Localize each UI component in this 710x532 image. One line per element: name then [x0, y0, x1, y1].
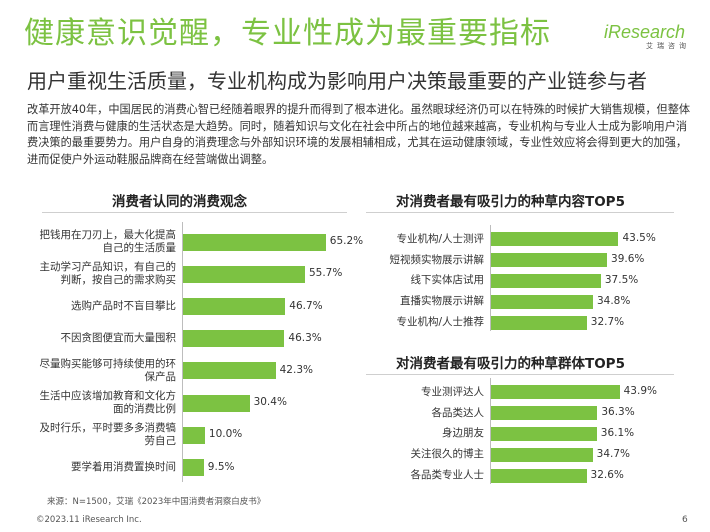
category-label: 把钱用在刀刃上，最大化提高自己的生活质量	[39, 229, 177, 255]
bar	[491, 253, 608, 268]
category-label: 选购产品时不盲目攀比	[71, 299, 176, 312]
category-label: 专业测评达人	[421, 385, 484, 398]
category-label: 及时行乐，平时要多多消费犒劳自己	[39, 422, 177, 448]
category-label: 专业机构/人士测评	[396, 232, 484, 245]
category-label: 各品类达人	[431, 406, 485, 419]
value-label: 36.3%	[601, 406, 635, 419]
bar	[491, 406, 598, 421]
category-label: 直播实物展示讲解	[400, 295, 484, 308]
bar	[183, 265, 305, 283]
chart-title: 对消费者最有吸引力的种草群体TOP5	[396, 356, 625, 372]
category-axis	[490, 378, 491, 484]
bar	[491, 447, 593, 462]
category-label: 不因贪图便宜而大量囤积	[60, 332, 177, 345]
category-label: 线下实体店试用	[410, 274, 485, 287]
bar	[183, 459, 204, 476]
bar	[491, 294, 593, 309]
value-label: 9.5%	[207, 460, 235, 473]
category-label: 关注很久的博主	[410, 448, 485, 461]
copyright: ©2023.11 iResearch Inc.	[36, 515, 142, 525]
bar	[183, 426, 205, 444]
page-title: 健康意识觉醒，专业性成为最重要指标	[24, 16, 551, 51]
value-label: 32.6%	[590, 468, 624, 481]
title-underline	[42, 212, 347, 213]
category-label: 身边朋友	[442, 427, 484, 440]
value-label: 55.7%	[308, 267, 343, 280]
value-label: 43.9%	[623, 385, 657, 398]
chart-title: 对消费者最有吸引力的种草内容TOP5	[396, 194, 625, 210]
title-underline	[366, 212, 674, 213]
value-label: 39.6%	[611, 253, 645, 266]
value-label: 42.3%	[279, 363, 313, 376]
bar	[491, 385, 620, 400]
bar	[491, 232, 619, 247]
value-label: 46.3%	[288, 331, 322, 344]
page-subtitle: 用户重视生活质量，专业机构成为影响用户决策最重要的产业链参与者	[27, 69, 647, 93]
value-label: 43.5%	[622, 232, 656, 245]
page-number: 6	[682, 515, 688, 525]
chart-title: 消费者认同的消费观念	[112, 194, 247, 210]
bar	[491, 427, 597, 441]
bar	[183, 330, 285, 348]
value-label: 30.4%	[253, 396, 287, 409]
logo-subtitle: 艾瑞咨询	[646, 42, 690, 50]
intro-paragraph: 改革开放40年，中国居民的消费心智已经随着眼界的提升而得到了根本进化。虽然眼球经…	[27, 103, 691, 166]
value-label: 37.5%	[604, 274, 639, 286]
iresearch-logo: iResearch 艾瑞咨询	[604, 22, 696, 52]
bar	[491, 468, 587, 483]
category-label: 专业机构/人士推荐	[396, 316, 484, 329]
value-label: 32.7%	[590, 315, 625, 328]
category-label: 短视频实物展示讲解	[389, 253, 485, 266]
bar	[183, 233, 326, 251]
bar	[183, 394, 250, 412]
category-axis	[182, 222, 183, 482]
title-underline	[366, 374, 674, 375]
bar	[491, 315, 587, 330]
value-label: 36.1%	[600, 427, 635, 439]
source-note: 来源：N=1500，艾瑞《2023年中国消费者洞察白皮书》	[47, 497, 266, 507]
category-label: 尽量购买能够可持续使用的环保产品	[39, 357, 177, 383]
value-label: 46.7%	[289, 299, 323, 312]
value-label: 34.7%	[596, 447, 631, 460]
value-label: 10.0%	[208, 428, 243, 441]
value-label: 65.2%	[329, 235, 364, 248]
category-label: 生活中应该增加教育和文化方面的消费比例	[39, 390, 177, 416]
bar	[183, 298, 286, 315]
bar	[491, 274, 601, 288]
category-label: 主动学习产品知识，有自己的判断，按自己的需求购买	[39, 261, 177, 287]
category-label: 要学着用消费置换时间	[71, 460, 176, 473]
category-label: 各品类专业人士	[410, 469, 485, 482]
value-label: 34.8%	[596, 294, 631, 307]
category-axis	[490, 225, 491, 331]
bar	[183, 362, 276, 380]
logo-wordmark: iResearch	[604, 22, 686, 42]
